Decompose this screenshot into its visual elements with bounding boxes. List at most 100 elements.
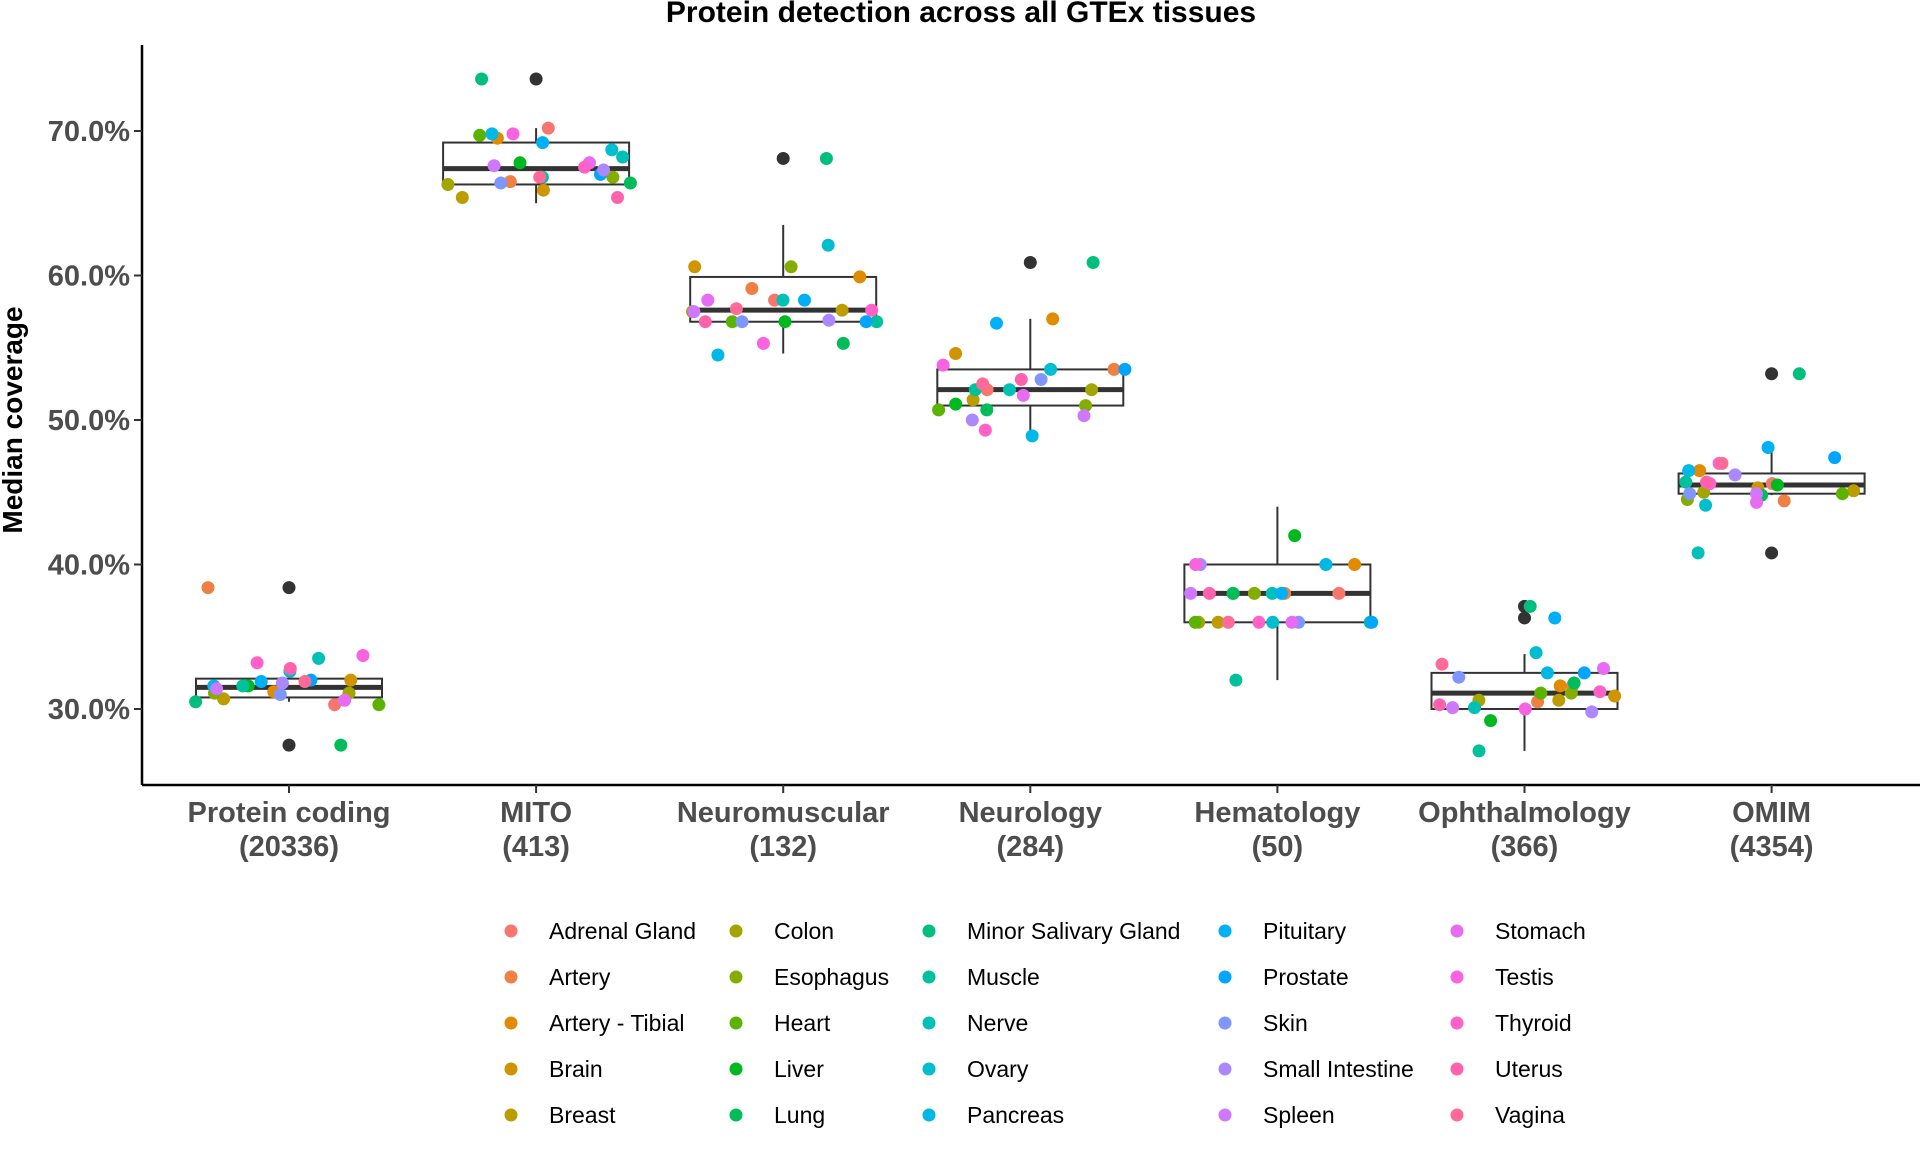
tissue-point bbox=[976, 377, 990, 391]
tissue-point bbox=[1025, 429, 1039, 443]
outlier-point bbox=[282, 738, 296, 752]
tissue-point bbox=[623, 176, 637, 190]
tissue-point bbox=[533, 170, 547, 184]
tissue-point bbox=[1523, 599, 1537, 613]
tissue-point bbox=[485, 127, 499, 141]
tissue-point bbox=[189, 695, 203, 709]
legend-label: Adrenal Gland bbox=[549, 918, 696, 944]
tissue-point bbox=[312, 651, 326, 665]
tissue-point bbox=[1079, 399, 1093, 413]
tissue-point bbox=[605, 143, 619, 157]
tissue-point bbox=[541, 121, 555, 135]
legend-label: Uterus bbox=[1495, 1056, 1563, 1082]
legend-key bbox=[1218, 924, 1232, 938]
tissue-point bbox=[513, 156, 527, 170]
points-omim bbox=[1679, 367, 1861, 560]
tissue-point bbox=[1034, 373, 1048, 386]
legend-key bbox=[1450, 1016, 1464, 1030]
tissue-point bbox=[836, 336, 850, 350]
legend-item: Testis bbox=[1450, 964, 1554, 990]
legend-label: Muscle bbox=[967, 964, 1040, 990]
tissue-point bbox=[1691, 546, 1705, 560]
tissue-point bbox=[1608, 689, 1622, 703]
tissue-point bbox=[1265, 586, 1279, 600]
tissue-point bbox=[1518, 702, 1532, 716]
box-iqr bbox=[442, 141, 631, 186]
tissue-point bbox=[236, 679, 250, 693]
tissue-point bbox=[798, 293, 811, 307]
tissue-point bbox=[1433, 698, 1447, 712]
tissue-point bbox=[1577, 666, 1591, 680]
tissue-point bbox=[210, 682, 224, 696]
tissue-point bbox=[356, 649, 370, 662]
legend-key bbox=[1450, 1062, 1464, 1076]
legend-key bbox=[1218, 1108, 1232, 1122]
tissue-point bbox=[1348, 558, 1362, 571]
tissue-point bbox=[1847, 484, 1861, 498]
legend-item: Colon bbox=[729, 918, 834, 944]
legend-item: Pancreas bbox=[922, 1102, 1064, 1128]
tissue-point bbox=[778, 315, 792, 329]
points-mito bbox=[441, 72, 637, 204]
x-tick-label: MITO bbox=[500, 797, 572, 829]
tissue-point bbox=[978, 423, 992, 437]
chart-title: Protein detection across all GTEx tissue… bbox=[666, 0, 1256, 29]
tissue-point bbox=[503, 175, 517, 189]
tissue-point bbox=[275, 676, 289, 690]
legend-key bbox=[504, 1108, 518, 1122]
tissue-point bbox=[1085, 383, 1099, 397]
tissue-point bbox=[819, 152, 833, 165]
tissue-point bbox=[1435, 657, 1449, 671]
tissue-point bbox=[711, 348, 725, 362]
points-neuromuscular bbox=[686, 152, 884, 362]
tissue-point bbox=[1189, 558, 1203, 571]
points-protein-coding bbox=[189, 581, 386, 752]
outlier-point bbox=[1765, 367, 1779, 381]
tissue-point bbox=[1247, 586, 1261, 600]
legend-key bbox=[729, 1108, 743, 1122]
tissue-point bbox=[201, 581, 215, 595]
legend-label: Stomach bbox=[1495, 918, 1586, 944]
tissue-point bbox=[1014, 373, 1028, 386]
tissue-point bbox=[616, 150, 630, 164]
tissue-point bbox=[1285, 615, 1299, 629]
tissue-point bbox=[1548, 611, 1562, 625]
legend-label: Minor Salivary Gland bbox=[967, 918, 1180, 944]
legend-item: Spleen bbox=[1218, 1102, 1335, 1128]
legend-label: Prostate bbox=[1263, 964, 1349, 990]
tissue-point bbox=[441, 178, 455, 191]
legend-label: Skin bbox=[1263, 1010, 1308, 1036]
legend-item: Uterus bbox=[1450, 1056, 1563, 1082]
tissue-point bbox=[1828, 451, 1842, 465]
tissue-point bbox=[1679, 475, 1693, 489]
legend-item: Heart bbox=[729, 1010, 831, 1036]
tissue-point bbox=[1567, 676, 1581, 690]
tissue-point bbox=[735, 315, 749, 329]
tissue-point bbox=[536, 136, 550, 150]
x-tick-label: OMIM bbox=[1732, 797, 1811, 829]
legend-item: Liver bbox=[729, 1056, 824, 1082]
tissue-point bbox=[1484, 714, 1498, 728]
y-tick-label: 30.0% bbox=[48, 694, 130, 726]
tissue-point bbox=[1728, 468, 1742, 482]
tissue-point bbox=[1777, 494, 1791, 508]
outlier-point bbox=[1765, 546, 1779, 560]
tissue-point bbox=[1229, 673, 1243, 687]
tissue-point bbox=[1683, 487, 1697, 501]
legend-item: Small Intestine bbox=[1218, 1056, 1414, 1082]
tissue-point bbox=[1593, 685, 1607, 699]
legend-key bbox=[922, 924, 936, 938]
tissue-point bbox=[870, 315, 884, 329]
tissue-point bbox=[1211, 615, 1225, 629]
legend-key bbox=[922, 970, 936, 984]
legend-label: Thyroid bbox=[1495, 1010, 1572, 1036]
legend-item: Artery - Tibial bbox=[504, 1010, 684, 1036]
tissue-point bbox=[1750, 495, 1763, 509]
legend-key bbox=[1450, 1108, 1464, 1122]
axes: 30.0%40.0%50.0%60.0%70.0%Protein coding(… bbox=[48, 45, 1920, 863]
x-tick-count-label: (50) bbox=[1252, 831, 1304, 863]
tissue-point bbox=[597, 163, 611, 177]
legend-item: Stomach bbox=[1450, 918, 1586, 944]
legend-label: Colon bbox=[774, 918, 834, 944]
